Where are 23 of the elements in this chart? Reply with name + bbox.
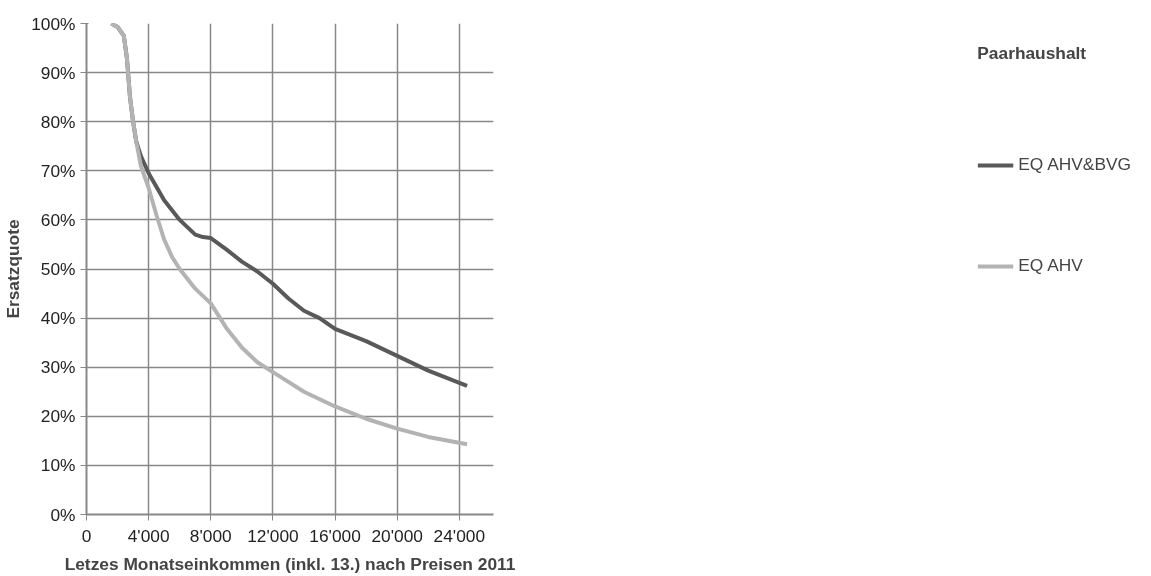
y-tick-label: 0% xyxy=(50,504,76,525)
y-tick-label: 30% xyxy=(40,357,76,378)
y-tick-label: 10% xyxy=(40,455,76,476)
y-axis-title: Ersatzquote xyxy=(3,219,24,319)
x-tick-label: 24'000 xyxy=(433,525,486,546)
y-tick-label: 90% xyxy=(40,62,76,83)
x-axis-title: Letzes Monatseinkommen (inkl. 13.) nach Preisen 2011 xyxy=(64,553,516,574)
x-tick-label: 8'000 xyxy=(189,525,232,546)
y-tick-label: 50% xyxy=(40,259,76,279)
y-tick-label: 40% xyxy=(40,308,76,329)
legend-label: EQ AHV xyxy=(1018,255,1083,276)
legend-label: EQ AHV&BVG xyxy=(1018,154,1131,175)
x-tick-label: 20'000 xyxy=(371,525,423,546)
x-tick-label: 4'000 xyxy=(127,525,170,546)
x-tick-label: 0 xyxy=(81,525,92,546)
x-tick-label: 16'000 xyxy=(309,525,361,546)
x-tick-label: 12'000 xyxy=(247,525,299,546)
y-tick-label: 100% xyxy=(31,13,76,34)
y-tick-label: 70% xyxy=(40,160,76,181)
y-tick-label: 20% xyxy=(40,406,76,427)
y-tick-label: 60% xyxy=(40,209,76,230)
y-tick-label: 80% xyxy=(40,111,76,132)
legend-title: Paarhaushalt xyxy=(977,43,1088,64)
